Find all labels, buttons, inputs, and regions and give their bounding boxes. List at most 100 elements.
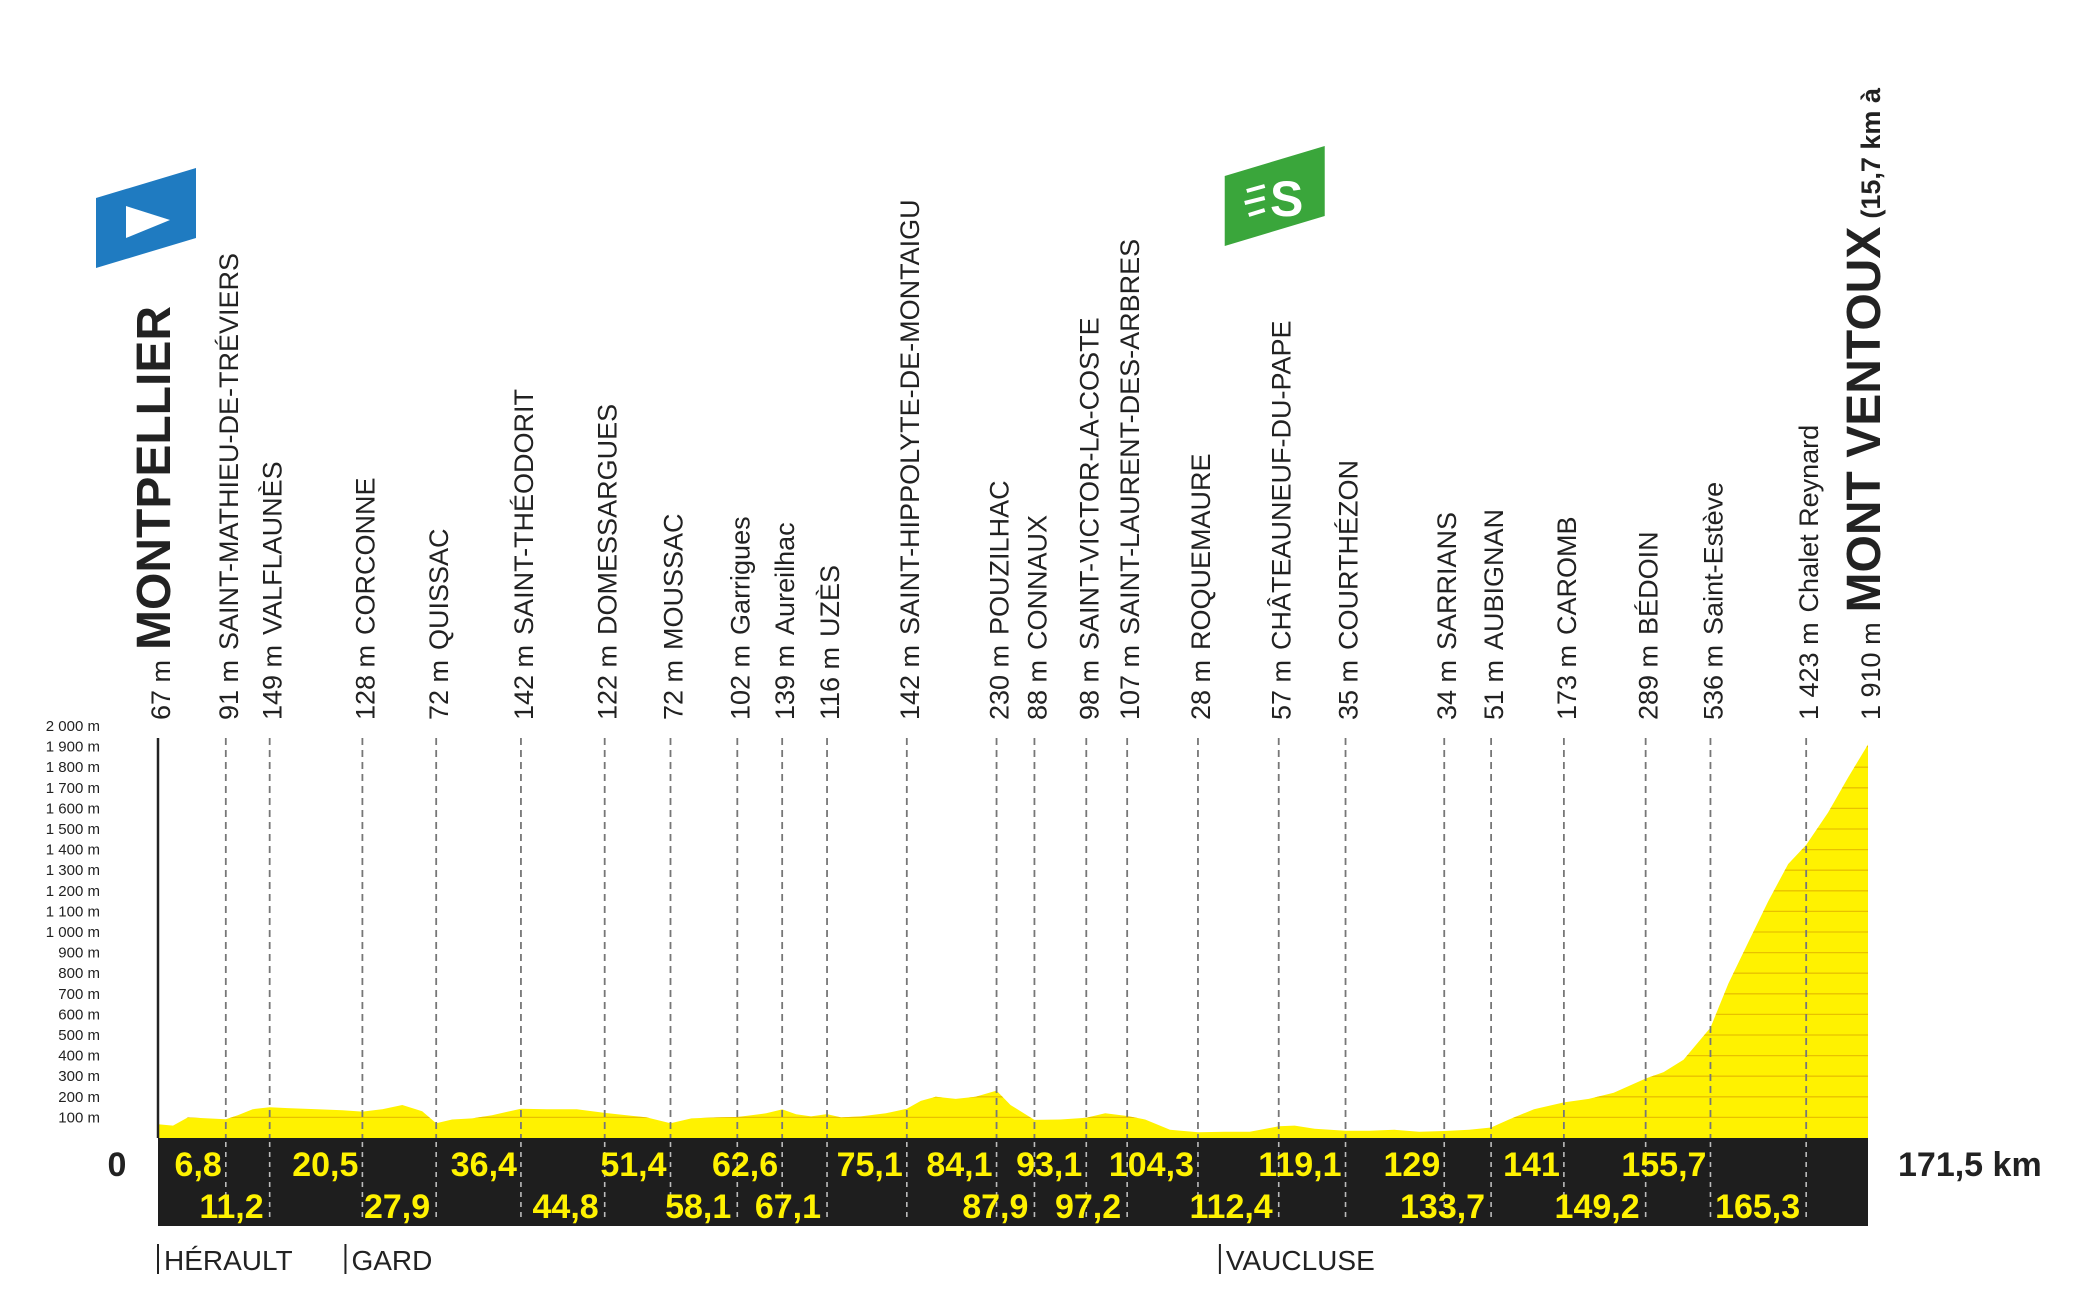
y-tick-label: 2 000 m <box>46 718 100 735</box>
y-tick-label: 1 000 m <box>46 924 100 941</box>
y-tick-label: 800 m <box>58 965 100 982</box>
place-altitude: 122 m <box>593 645 623 720</box>
place-label-text: 51 m AUBIGNAN <box>1479 509 1509 720</box>
place-label: 173 m CAROMB <box>1552 516 1582 720</box>
place-name: SAINT-MATHIEU-DE-TRÉVIERS <box>214 253 244 650</box>
y-tick-label: 1 500 m <box>46 821 100 838</box>
place-altitude: 34 m <box>1432 660 1462 720</box>
distance-label: 165,3 <box>1715 1188 1800 1226</box>
distance-label: 6,8 <box>175 1146 222 1184</box>
distance-label: 67,1 <box>755 1188 821 1226</box>
elevation-area <box>158 744 1868 1138</box>
y-tick-label: 600 m <box>58 1006 100 1023</box>
place-label-text: 142 m SAINT-HIPPOLYTE-DE-MONTAIGU <box>895 199 925 720</box>
place-label-text: 536 m Saint-Estève <box>1698 482 1728 720</box>
place-label-text: 116 m UZÈS <box>815 565 845 720</box>
department-label: GARD <box>351 1245 432 1276</box>
place-label: 142 m SAINT-THÉODORIT <box>509 389 539 720</box>
y-tick-label: 1 300 m <box>46 862 100 879</box>
place-label-text: 173 m CAROMB <box>1552 516 1582 720</box>
y-tick-label: 1 600 m <box>46 800 100 817</box>
place-label-text: 98 m SAINT-VICTOR-LA-COSTE <box>1074 317 1104 720</box>
place-altitude: 1 910 m <box>1856 622 1886 720</box>
place-label-text: 72 m MOUSSAC <box>659 513 689 720</box>
place-label-text: 122 m DOMESSARGUES <box>593 404 623 720</box>
place-name: Chalet Reynard <box>1794 425 1824 613</box>
sprint-speed-line <box>1244 196 1266 205</box>
place-label-text: 72 m QUISSAC <box>424 528 454 720</box>
place-label: 536 m Saint-Estève <box>1698 482 1728 720</box>
distance-label: 129 <box>1384 1146 1441 1184</box>
y-tick-label: 900 m <box>58 945 100 962</box>
place-name: QUISSAC <box>424 528 454 650</box>
place-name: CHÂTEAUNEUF-DU-PAPE <box>1266 320 1297 650</box>
place-label: 57 m CHÂTEAUNEUF-DU-PAPE <box>1266 320 1297 720</box>
distance-label: 141 <box>1503 1146 1560 1184</box>
place-altitude: 173 m <box>1552 645 1582 720</box>
place-label: 72 m QUISSAC <box>424 528 454 720</box>
y-tick-label: 500 m <box>58 1027 100 1044</box>
x-end-label: 171,5 km <box>1898 1146 2042 1184</box>
place-label: 51 m AUBIGNAN <box>1479 509 1509 720</box>
place-label: 128 m CORCONNE <box>350 477 380 720</box>
y-tick-label: 100 m <box>58 1109 100 1126</box>
place-altitude: 116 m <box>815 647 845 720</box>
place-name: Garrigues <box>725 516 755 635</box>
place-label: 122 m DOMESSARGUES <box>593 404 623 720</box>
place-name: CORCONNE <box>350 477 380 635</box>
place-altitude: 28 m <box>1186 660 1216 720</box>
place-label-text: 289 m BÉDOIN <box>1634 531 1664 720</box>
y-tick-label: 1 800 m <box>46 759 100 776</box>
place-altitude: 102 m <box>725 645 755 720</box>
place-name: SAINT-VICTOR-LA-COSTE <box>1074 317 1104 650</box>
place-label-text: 1 423 m Chalet Reynard <box>1794 425 1824 720</box>
department-label: HÉRAULT <box>164 1245 293 1276</box>
place-name: Aureilhac <box>770 522 800 635</box>
place-label-text: 107 m SAINT-LAURENT-DES-ARBRES <box>1115 239 1145 720</box>
place-label: 88 m CONNAUX <box>1022 515 1052 720</box>
place-altitude: 35 m <box>1334 660 1364 720</box>
distance-label: 104,3 <box>1109 1146 1194 1184</box>
place-name: ROQUEMAURE <box>1186 453 1216 650</box>
distance-label: 75,1 <box>837 1146 903 1184</box>
place-label-text: 128 m CORCONNE <box>350 477 380 720</box>
place-label: 139 m Aureilhac <box>770 522 800 720</box>
distance-label: 84,1 <box>926 1146 992 1184</box>
sprint-speed-line <box>1248 208 1266 217</box>
place-name: POUZILHAC <box>985 480 1015 635</box>
place-label-text: 1 910 m MONT VENTOUX (15,7 km à <box>1838 87 1891 720</box>
place-name: VALFLAUNÈS <box>258 461 288 635</box>
place-label-text: 67 m MONTPELLIER <box>128 306 181 720</box>
distance-label: 44,8 <box>533 1188 599 1226</box>
place-label: 1 910 m MONT VENTOUX (15,7 km à <box>1838 87 1891 720</box>
place-label-text: 57 m CHÂTEAUNEUF-DU-PAPE <box>1266 320 1297 720</box>
place-name: BÉDOIN <box>1634 531 1664 635</box>
place-name: Saint-Estève <box>1698 482 1728 635</box>
place-label: 1 423 m Chalet Reynard <box>1794 425 1824 720</box>
distance-label: 27,9 <box>364 1188 430 1226</box>
place-label: 142 m SAINT-HIPPOLYTE-DE-MONTAIGU <box>895 199 925 720</box>
y-tick-label: 300 m <box>58 1068 100 1085</box>
sprint-flag-icon: S <box>1224 146 1325 246</box>
x-start-label: 0 <box>108 1146 127 1184</box>
place-label-text: 35 m COURTHÉZON <box>1334 460 1364 720</box>
sprint-flag-label: S <box>1270 171 1303 227</box>
place-name: DOMESSARGUES <box>593 404 623 635</box>
sprint-speed-line <box>1246 184 1266 193</box>
place-altitude: 67 m <box>146 660 176 720</box>
place-altitude: 98 m <box>1074 660 1104 720</box>
distance-label: 97,2 <box>1055 1188 1121 1226</box>
place-altitude: 72 m <box>424 660 454 720</box>
y-tick-label: 400 m <box>58 1048 100 1065</box>
place-name: COURTHÉZON <box>1334 460 1364 650</box>
department-label: VAUCLUSE <box>1226 1245 1375 1276</box>
start-flag-arrow <box>126 206 170 238</box>
place-altitude: 128 m <box>350 645 380 720</box>
place-label-text: 139 m Aureilhac <box>770 522 800 720</box>
place-label-text: 230 m POUZILHAC <box>985 480 1015 720</box>
distance-label: 62,6 <box>712 1146 778 1184</box>
place-name: CAROMB <box>1552 516 1582 635</box>
distance-bar <box>158 1138 1868 1226</box>
distance-label: 87,9 <box>962 1188 1028 1226</box>
